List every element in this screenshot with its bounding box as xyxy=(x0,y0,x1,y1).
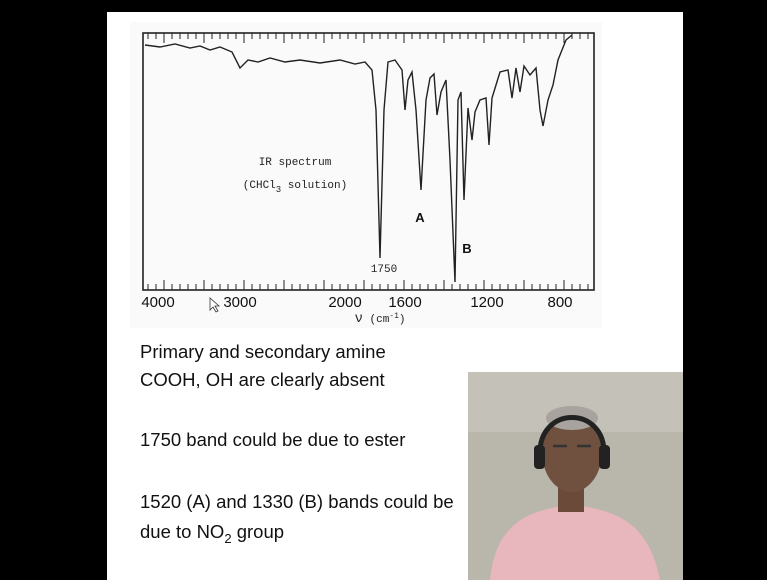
webcam xyxy=(468,372,683,580)
headphone-cup xyxy=(534,445,545,469)
axis-label: 800 xyxy=(547,294,572,311)
note-line: 1520 (A) and 1330 (B) bands could be xyxy=(140,491,454,512)
note-text: due to NO xyxy=(140,521,224,542)
axis-label: 4000 xyxy=(141,294,174,311)
solvent-text: (CHCl xyxy=(243,180,276,192)
band-label: A xyxy=(415,210,425,225)
note-line: 1750 band could be due to ester xyxy=(140,429,405,450)
axis-exponent: -1 xyxy=(389,312,399,321)
axis-label: 1200 xyxy=(470,294,503,311)
figure-panel xyxy=(130,22,602,328)
solvent-text: solution) xyxy=(281,180,347,192)
note-line: Primary and secondary amine xyxy=(140,341,386,362)
axis-unit: (cm xyxy=(363,314,390,326)
axis-unit: ) xyxy=(399,314,406,326)
band-label: B xyxy=(462,241,471,256)
peak-label: 1750 xyxy=(371,264,397,276)
spectrum-label: IR spectrum xyxy=(259,157,332,169)
axis-label: 3000 xyxy=(223,294,256,311)
note-subscript: 2 xyxy=(224,531,231,546)
note-text: group xyxy=(232,521,284,542)
axis-label: 2000 xyxy=(328,294,361,311)
headphone-cup xyxy=(599,445,610,469)
axis-label: 1600 xyxy=(388,294,421,311)
note-line: COOH, OH are clearly absent xyxy=(140,369,385,390)
screen: IR spectrum (CHCl3 solution) 1750 A B 40… xyxy=(0,0,767,580)
axis-symbol: ν xyxy=(354,311,362,327)
